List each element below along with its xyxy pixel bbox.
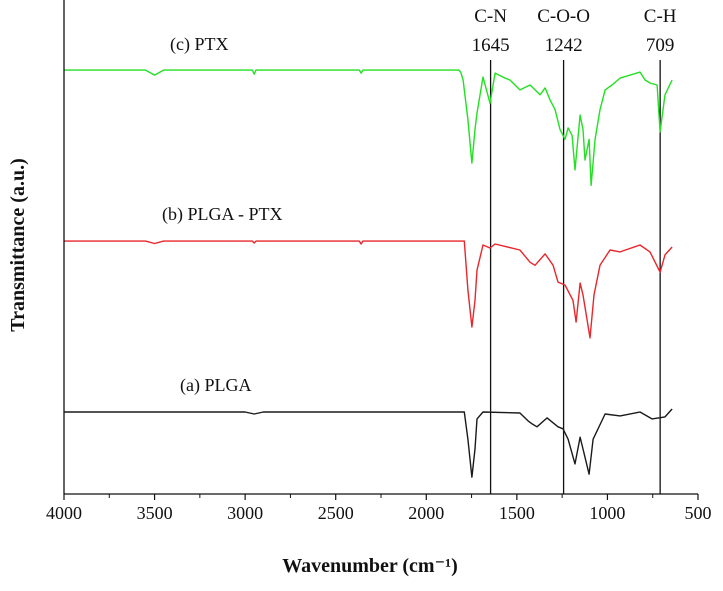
x-tick-label: 1500 xyxy=(499,503,535,523)
annotation-value: 709 xyxy=(646,35,675,56)
x-tick-label: 3000 xyxy=(227,503,263,523)
series-line xyxy=(64,69,673,187)
x-tick-label: 1000 xyxy=(589,503,625,523)
series-label: (a) PLGA xyxy=(180,375,251,396)
y-axis-label: Transmittance (a.u.) xyxy=(7,158,29,332)
x-axis: 4000 3500 3000 2500 2000 1500 1000 500 xyxy=(46,0,712,523)
x-axis-label: Wavenumber (cm⁻¹) xyxy=(282,555,458,577)
annotation-label: C-O-O xyxy=(537,6,590,27)
series-label: (c) PTX xyxy=(170,34,228,55)
series-label: (b) PLGA - PTX xyxy=(162,204,283,225)
series-line xyxy=(64,240,673,339)
x-tick-label: 2000 xyxy=(408,503,444,523)
x-tick-label: 2500 xyxy=(318,503,354,523)
annotation-label: C-N xyxy=(474,6,507,27)
series-line xyxy=(64,408,673,478)
annotation-value: 1645 xyxy=(472,35,510,56)
plot-area: C-N 1645 C-O-O 1242 C-H 709 (c) PTX (b) PLGA - … xyxy=(64,6,677,494)
x-tick-label: 500 xyxy=(685,503,712,523)
annotation-value: 1242 xyxy=(545,35,583,56)
x-tick-label: 3500 xyxy=(137,503,173,523)
x-tick-label: 4000 xyxy=(46,503,82,523)
annotation-label: C-H xyxy=(644,6,677,27)
